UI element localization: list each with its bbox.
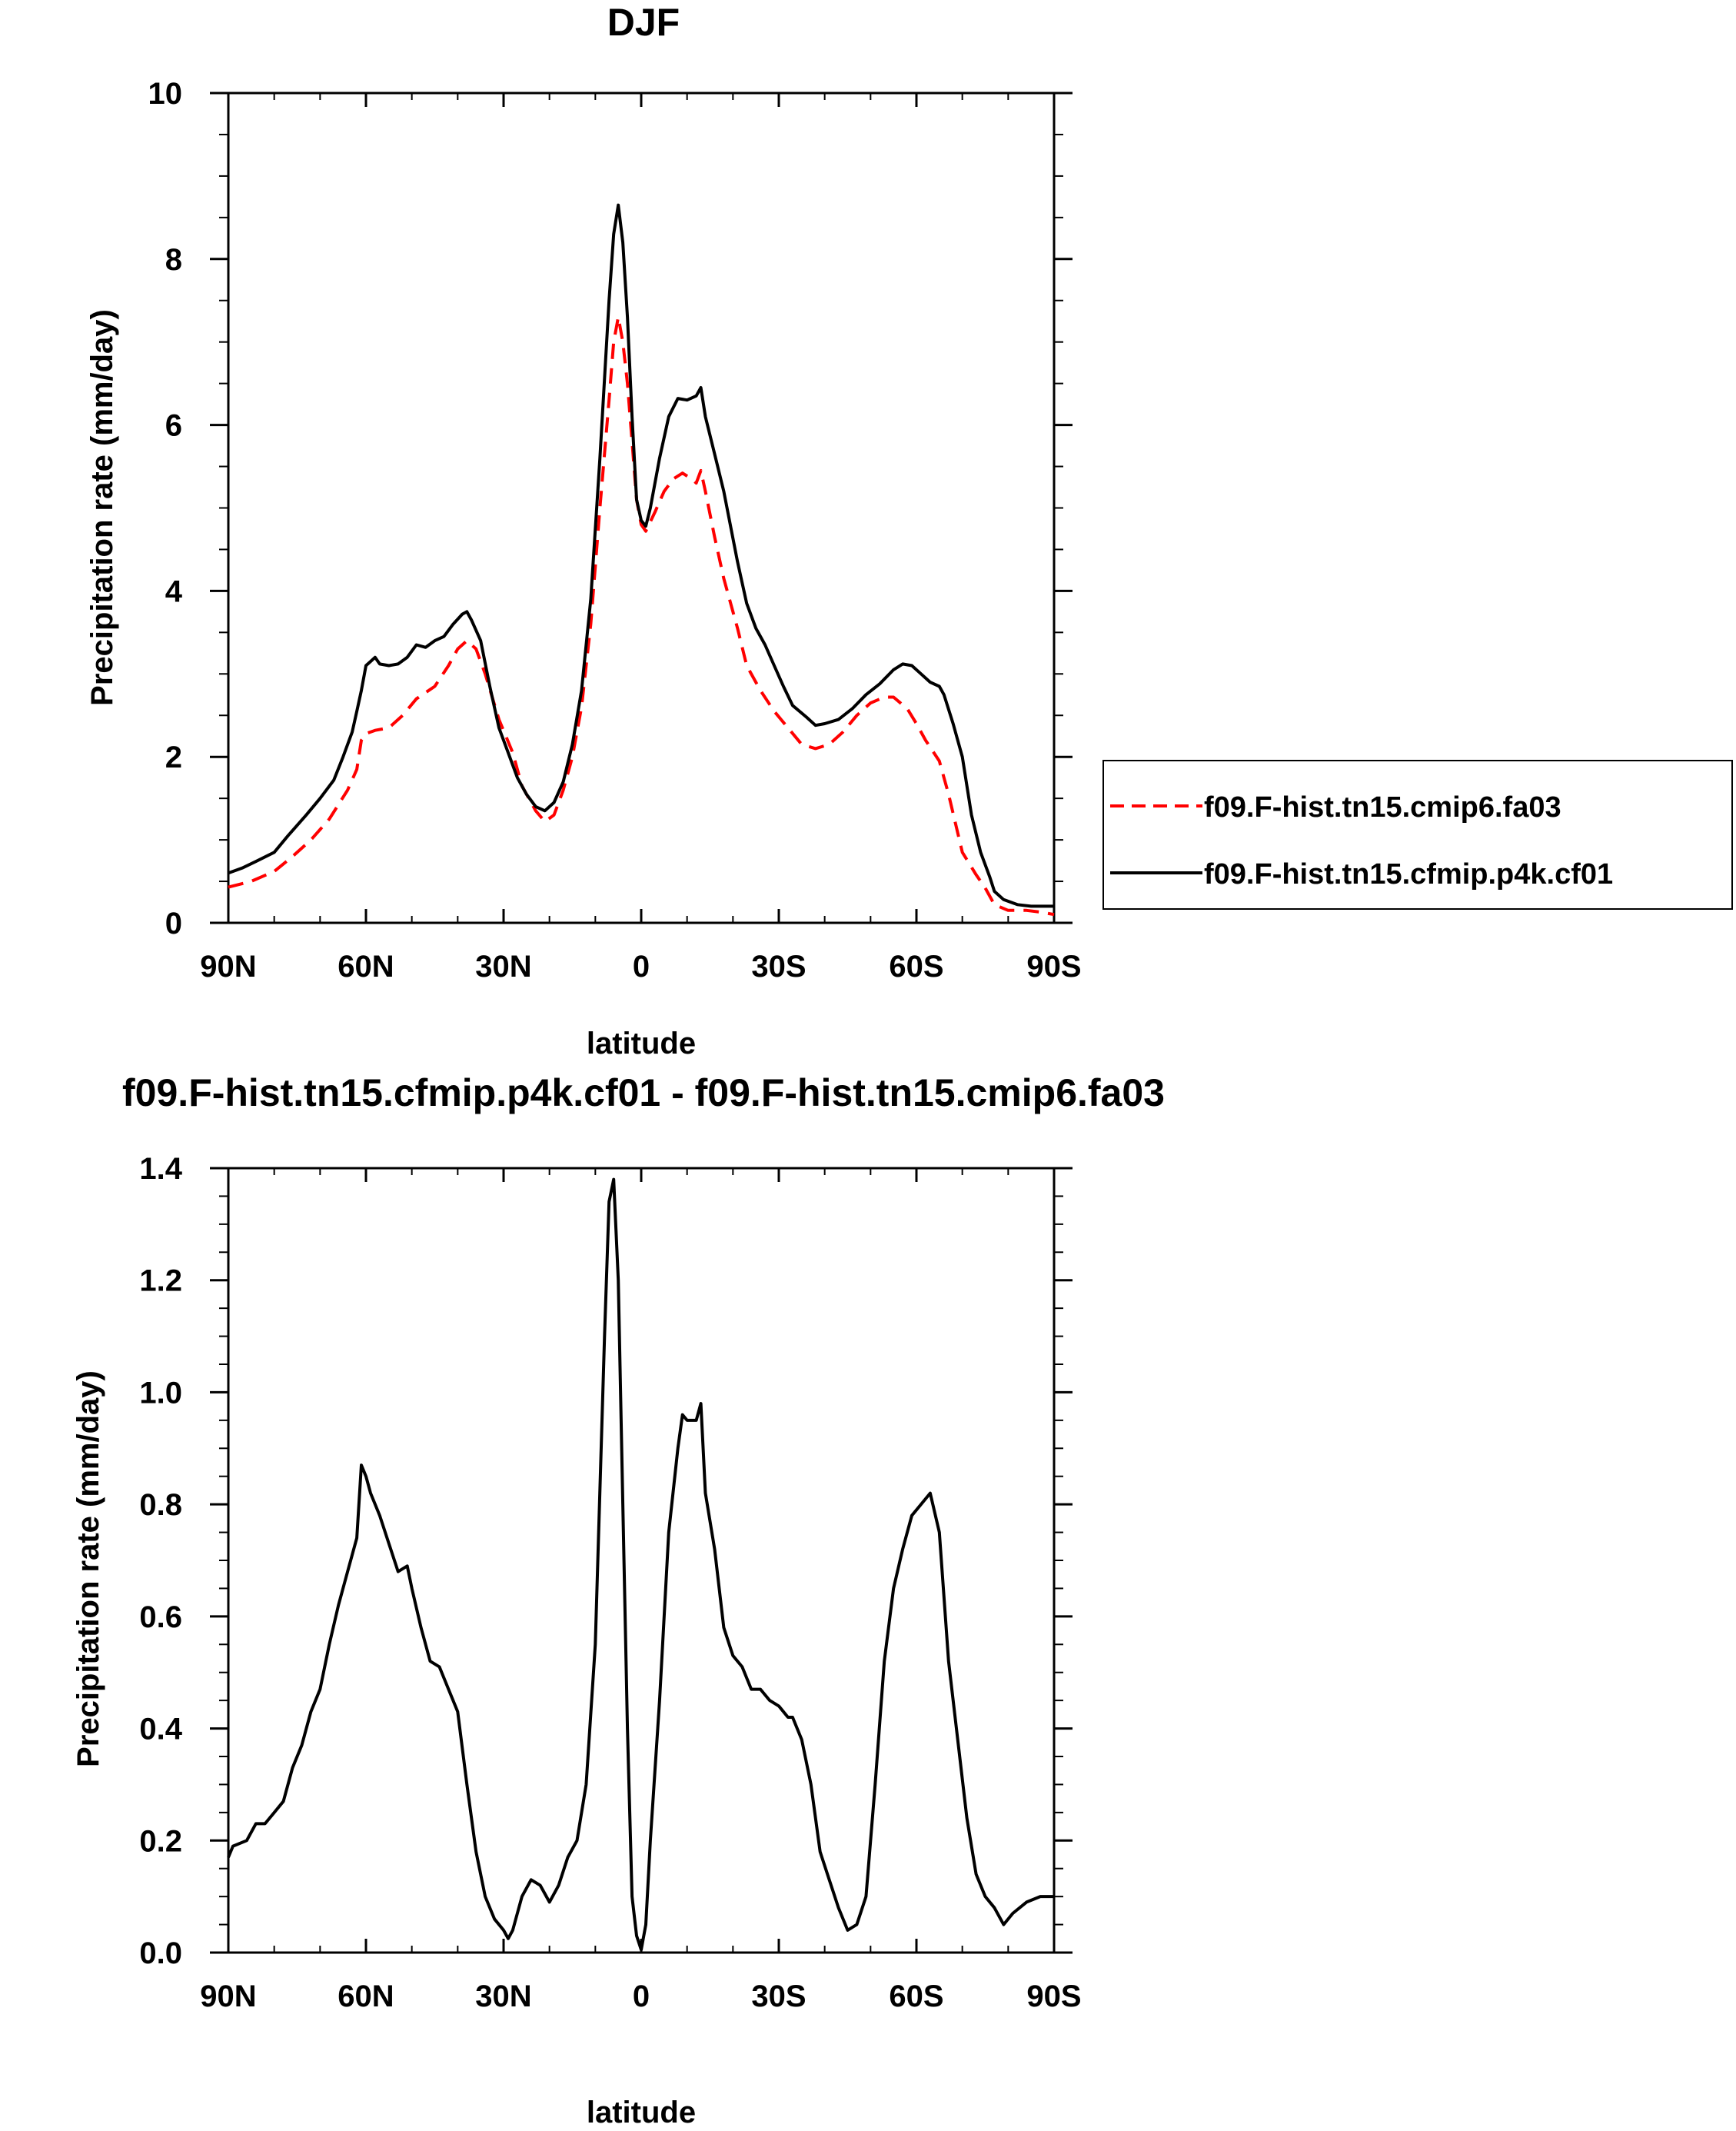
legend-box [1102,760,1733,910]
top-x-tick-label: 90S [1026,950,1081,984]
top-chart-legend: f09.F-hist.tn15.cmip6.fa03 f09.F-hist.tn… [1102,760,1733,910]
bottom-chart-series-layer [227,1177,1054,1952]
bottom-x-tick-label: 90N [200,1979,256,2013]
bottom-y-tick-label: 1.4 [139,1152,182,1186]
top-chart-series-layer [228,203,1055,917]
bottom-x-tick-label: 60N [338,1979,394,2013]
top-x-tick-label: 0 [633,950,650,984]
top-y-tick-label: 0 [165,907,182,941]
bottom-y-tick-label: 0.4 [139,1713,182,1746]
bottom-chart-x-axis-label: latitude [587,2096,696,2129]
bottom-y-tick-label: 1.0 [139,1376,182,1410]
top-y-tick-label: 2 [165,741,182,774]
top-x-tick-label: 60S [889,950,943,984]
top-x-tick-label: 90N [200,950,256,984]
top-y-tick-label: 6 [165,409,182,443]
top-x-tick-label: 60N [338,950,394,984]
top-chart-y-axis-label: Precipitation rate (mm/day) [85,309,119,706]
top-chart-panel: DJF 90N 60N 30N 0 30S 60S 90S 0 2 4 6 8 10 latitude… [85,1,1082,1061]
top-y-tick-label: 8 [165,243,182,277]
bottom-x-tick-label: 0 [633,1979,650,2013]
bottom-x-tick-label: 30S [751,1979,806,2013]
top-x-tick-label: 30S [751,950,806,984]
top-y-tick-label: 10 [148,77,183,111]
top-series-line-0 [228,315,1055,917]
bottom-chart-x-ticks: 90N 60N 30N 0 30S 60S 90S [200,1168,1082,2013]
bottom-y-tick-label: 0.0 [139,1936,182,1970]
top-y-tick-label: 4 [165,574,183,608]
bottom-y-tick-label: 1.2 [139,1264,182,1298]
bottom-x-tick-label: 30N [475,1979,531,2013]
top-x-tick-label: 30N [475,950,531,984]
legend-label-cmip6: f09.F-hist.tn15.cmip6.fa03 [1204,791,1561,824]
bottom-y-tick-label: 0.2 [139,1824,182,1858]
bottom-y-tick-label: 0.6 [139,1600,182,1634]
bottom-chart-y-ticks: 0.0 0.2 0.4 0.6 0.8 1.0 1.2 1.4 [139,1152,1073,1970]
top-chart-x-ticks: 90N 60N 30N 0 30S 60S 90S [200,93,1082,984]
bottom-x-tick-label: 60S [889,1979,943,2013]
bottom-x-tick-label: 90S [1026,1979,1081,2013]
bottom-chart-panel: f09.F-hist.tn15.cfmip.p4k.cf01 - f09.F-h… [72,1071,1165,2129]
top-series-line-1 [228,203,1054,908]
top-chart-x-axis-label: latitude [587,1027,696,1061]
top-chart-y-ticks: 0 2 4 6 8 10 [148,77,1073,941]
bottom-y-tick-label: 0.8 [139,1488,182,1522]
bottom-chart-y-axis-label: Precipitation rate (mm/day) [72,1370,105,1767]
bottom-series-line-0 [227,1177,1054,1952]
top-chart-plot-frame [227,92,1056,924]
top-chart-title: DJF [607,1,680,44]
bottom-chart-title: f09.F-hist.tn15.cfmip.p4k.cf01 - f09.F-h… [122,1071,1165,1114]
legend-label-cfmip: f09.F-hist.tn15.cfmip.p4k.cf01 [1204,858,1613,891]
